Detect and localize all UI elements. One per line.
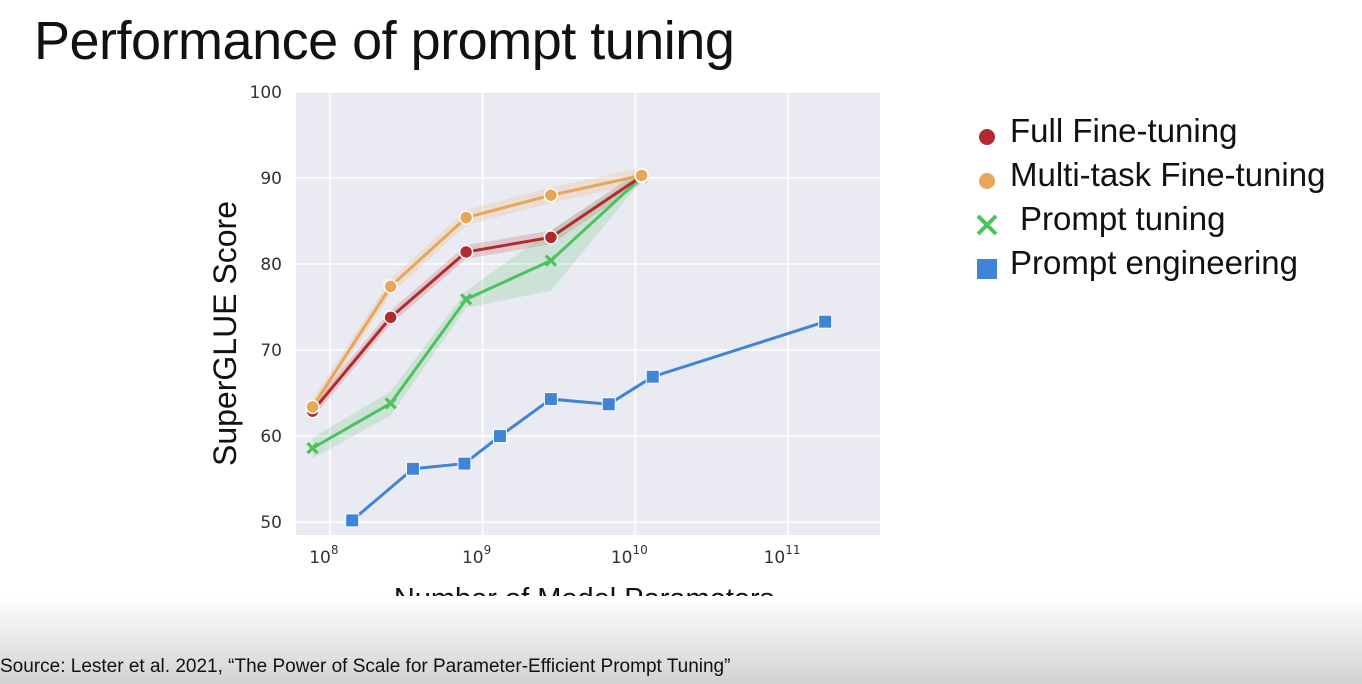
x-tick-label: 1010 <box>611 543 648 568</box>
data-point <box>493 429 508 444</box>
data-point <box>544 254 558 267</box>
plot-area <box>296 92 880 535</box>
y-tick-label: 100 <box>250 83 282 103</box>
x-tick-exponent: 9 <box>484 543 492 557</box>
legend-label: Prompt engineering <box>1010 244 1299 281</box>
x-tick-exponent: 10 <box>633 543 648 557</box>
y-tick-label: 50 <box>260 513 282 533</box>
data-point <box>457 456 472 471</box>
legend-marker-square-icon <box>977 259 997 279</box>
confidence-band <box>312 173 642 459</box>
y-tick-label: 90 <box>260 169 282 189</box>
data-point <box>543 230 559 245</box>
legend-marker-circle-icon <box>979 129 995 145</box>
x-tick-base: 10 <box>309 548 331 568</box>
data-point <box>818 314 833 329</box>
y-tick-label: 70 <box>260 341 282 361</box>
footer-band <box>0 596 1362 684</box>
data-point <box>305 399 320 415</box>
x-tick-base: 10 <box>611 548 633 568</box>
data-point <box>543 187 559 203</box>
legend-label: Multi-task Fine-tuning <box>1010 156 1326 193</box>
data-point <box>543 392 558 407</box>
y-tick-label: 60 <box>260 427 282 447</box>
data-point <box>459 293 473 306</box>
confidence-band <box>312 167 642 415</box>
data-point <box>383 310 398 325</box>
x-tick-base: 10 <box>764 548 786 568</box>
data-point <box>645 369 660 384</box>
data-point <box>345 513 360 528</box>
data-point <box>458 244 474 260</box>
data-point <box>634 168 649 183</box>
legend-marker-x-icon <box>976 214 998 236</box>
legend-label: Prompt tuning <box>1020 200 1226 237</box>
y-axis-label: SuperGLUE Score <box>207 201 243 466</box>
data-point <box>458 210 474 225</box>
series-line <box>351 320 826 522</box>
data-point <box>601 397 616 412</box>
slide-title: Performance of prompt tuning <box>34 11 735 71</box>
data-point <box>383 279 398 294</box>
data-point <box>405 461 420 476</box>
data-point <box>306 441 319 455</box>
data-point <box>384 397 397 410</box>
x-tick-exponent: 8 <box>331 543 339 557</box>
x-tick-base: 10 <box>462 548 484 568</box>
legend-marker-circle-icon <box>979 173 995 189</box>
x-tick-label: 108 <box>309 543 338 568</box>
x-tick-label: 109 <box>462 543 491 568</box>
y-tick-label: 80 <box>260 255 282 275</box>
x-tick-label: 1011 <box>764 543 801 568</box>
x-tick-exponent: 11 <box>785 543 800 557</box>
legend-label: Full Fine-tuning <box>1010 112 1238 149</box>
source-citation: Source: Lester et al. 2021, “The Power o… <box>0 656 731 677</box>
